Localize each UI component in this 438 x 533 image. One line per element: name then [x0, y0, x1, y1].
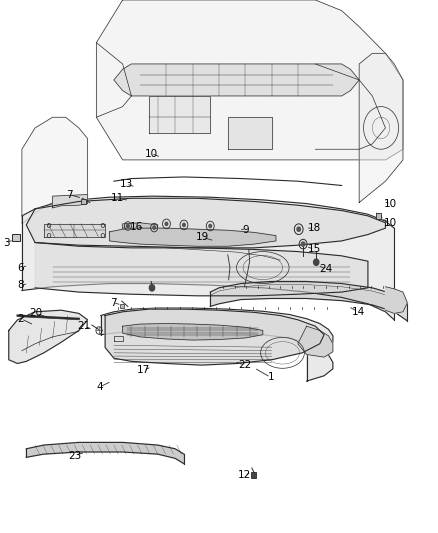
- Circle shape: [149, 285, 155, 291]
- Polygon shape: [385, 287, 407, 313]
- Polygon shape: [105, 309, 324, 365]
- Text: 22: 22: [238, 360, 251, 370]
- Polygon shape: [35, 243, 368, 296]
- Text: 4: 4: [96, 382, 103, 392]
- FancyBboxPatch shape: [81, 199, 86, 204]
- Polygon shape: [210, 281, 407, 321]
- Circle shape: [153, 226, 155, 229]
- Polygon shape: [101, 308, 333, 381]
- Circle shape: [297, 227, 300, 231]
- FancyBboxPatch shape: [251, 472, 256, 478]
- Circle shape: [127, 224, 129, 228]
- Text: 7: 7: [66, 190, 73, 199]
- Text: 8: 8: [18, 280, 25, 290]
- Polygon shape: [123, 324, 263, 340]
- Polygon shape: [26, 442, 184, 464]
- Text: 12: 12: [238, 471, 251, 480]
- Text: 11: 11: [111, 193, 124, 203]
- Text: 23: 23: [69, 451, 82, 461]
- Text: 19: 19: [196, 232, 209, 242]
- Polygon shape: [110, 228, 276, 246]
- Circle shape: [314, 259, 319, 265]
- Text: 10: 10: [384, 199, 397, 208]
- Text: 7: 7: [110, 298, 117, 308]
- FancyBboxPatch shape: [12, 234, 20, 241]
- Text: 17: 17: [137, 366, 150, 375]
- Text: 6: 6: [18, 263, 25, 272]
- FancyBboxPatch shape: [120, 304, 124, 308]
- Text: 10: 10: [384, 218, 397, 228]
- Text: 9: 9: [243, 225, 250, 235]
- Text: 21: 21: [78, 321, 91, 331]
- Polygon shape: [149, 96, 210, 133]
- Polygon shape: [44, 224, 105, 237]
- Polygon shape: [123, 223, 158, 228]
- Polygon shape: [114, 64, 359, 96]
- Polygon shape: [96, 0, 403, 160]
- Text: 10: 10: [145, 149, 158, 158]
- Text: 3: 3: [3, 238, 10, 247]
- Polygon shape: [26, 198, 385, 248]
- Polygon shape: [22, 196, 394, 320]
- Circle shape: [183, 223, 185, 227]
- Polygon shape: [228, 117, 272, 149]
- Text: 14: 14: [352, 307, 365, 317]
- Text: 24: 24: [320, 264, 333, 274]
- Polygon shape: [359, 53, 403, 203]
- Text: 16: 16: [130, 222, 143, 231]
- Polygon shape: [22, 117, 88, 224]
- Circle shape: [209, 224, 212, 228]
- FancyBboxPatch shape: [376, 213, 381, 219]
- Text: 15: 15: [308, 245, 321, 254]
- Polygon shape: [298, 326, 333, 357]
- Text: 13: 13: [120, 179, 133, 189]
- Polygon shape: [9, 310, 88, 364]
- Text: 18: 18: [308, 223, 321, 233]
- Text: 1: 1: [267, 373, 274, 382]
- Text: 2: 2: [18, 314, 25, 324]
- Text: 20: 20: [29, 309, 42, 318]
- Circle shape: [301, 242, 305, 246]
- Polygon shape: [53, 195, 88, 208]
- Circle shape: [165, 222, 168, 225]
